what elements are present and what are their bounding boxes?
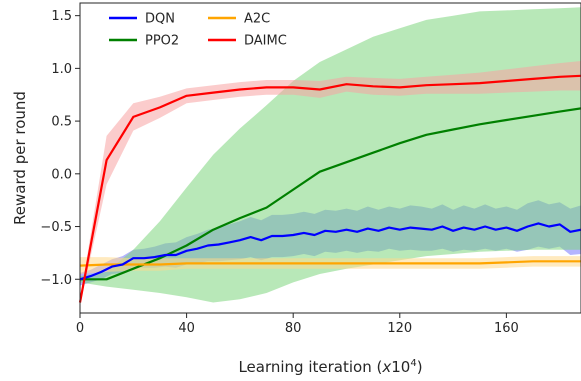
a2c-line [79, 260, 581, 267]
x-tick-label: 160 [494, 321, 519, 336]
y-tick-label: 1.0 [51, 62, 72, 77]
y-axis-ticks: −1.0 −0.5 0.0 0.5 1.0 1.5 [40, 9, 80, 288]
y-tick-label: −0.5 [40, 220, 72, 235]
daimc-line [78, 74, 581, 303]
y-tick-label: −1.0 [40, 273, 72, 288]
y-axis-label: Reward per round [11, 91, 29, 225]
plot-frame [79, 2, 581, 314]
daimc-band [80, 61, 581, 305]
y-tick-label: 1.5 [51, 9, 72, 24]
x-tick-label: 0 [76, 321, 84, 336]
ppo2-legend-label: PPO2 [145, 34, 179, 49]
a2c-legend-label: A2C [244, 12, 270, 27]
x-axis-ticks: 0 40 80 120 160 [76, 313, 519, 336]
series-lines [78, 74, 581, 303]
a2c-band [80, 256, 581, 274]
x-tick-label: 120 [387, 321, 412, 336]
x-tick-label: 40 [178, 321, 195, 336]
x-axis-label: Learning iteration (x104) [238, 358, 422, 376]
y-tick-label: 0.0 [51, 167, 72, 182]
dqn-line [79, 222, 581, 281]
legend: PPO2 A2C DQN DAIMC [109, 12, 287, 49]
confidence-bands [80, 7, 581, 305]
daimc-legend-label: DAIMC [244, 34, 287, 49]
x-tick-label: 80 [285, 321, 302, 336]
dqn-legend-label: DQN [145, 12, 175, 27]
y-tick-label: 0.5 [51, 115, 72, 130]
